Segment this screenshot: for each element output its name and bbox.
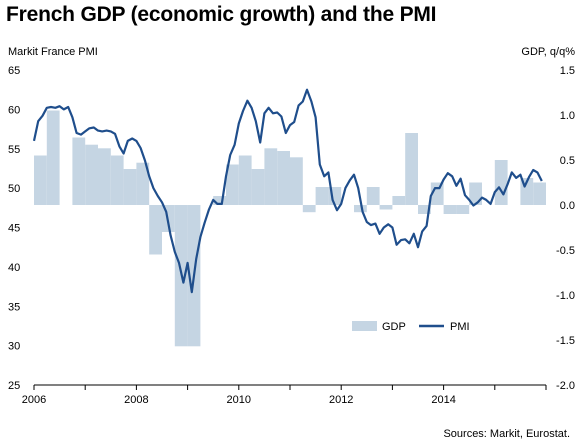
- right-tick-label: -1.0: [556, 290, 575, 302]
- left-tick-label: 25: [8, 380, 20, 392]
- left-tick-label: 60: [8, 104, 20, 116]
- gdp-bar: [469, 182, 482, 205]
- right-tick-label: -0.5: [556, 245, 575, 257]
- gdp-bar: [392, 196, 406, 205]
- right-tick-label: 1.0: [560, 110, 575, 122]
- right-tick-label: 0.5: [560, 155, 575, 167]
- gdp-bar: [379, 205, 393, 210]
- gdp-bar: [405, 133, 418, 205]
- gdp-bar: [238, 155, 252, 205]
- x-tick-label: 2008: [124, 394, 148, 406]
- pmi-line: [32, 88, 543, 294]
- gdp-bar: [366, 187, 380, 205]
- gdp-bar: [277, 151, 290, 205]
- x-axis-ticks: 2006 2008 2010 2012 2014: [22, 385, 547, 406]
- left-tick-label: 40: [8, 262, 20, 274]
- gdp-bar: [418, 205, 431, 214]
- gdp-bar: [98, 148, 111, 205]
- gdp-bar: [354, 205, 367, 213]
- left-tick-label: 35: [8, 301, 20, 313]
- gdp-bar: [533, 182, 546, 205]
- x-tick-label: 2010: [227, 394, 251, 406]
- right-tick-label: -2.0: [556, 380, 575, 392]
- gdp-bar: [136, 162, 150, 205]
- right-axis-title: GDP, q/q%: [521, 46, 575, 58]
- gdp-bar: [85, 144, 98, 205]
- left-tick-label: 65: [8, 65, 20, 77]
- left-axis-title: Markit France PMI: [8, 46, 98, 58]
- x-tick-label: 2006: [22, 394, 46, 406]
- gdp-bar: [72, 137, 86, 205]
- gdp-bar: [213, 196, 226, 205]
- x-tick-label: 2012: [329, 394, 353, 406]
- left-tick-label: 45: [8, 223, 20, 235]
- gdp-bar: [149, 205, 162, 255]
- left-axis-ticks: 25 30 35 40 45 50 55 60 65: [8, 65, 20, 392]
- pmi-line-group: [32, 88, 543, 294]
- right-tick-label: 0.0: [560, 200, 575, 212]
- gdp-bar: [494, 160, 508, 205]
- gdp-bars: [34, 110, 546, 347]
- legend-gdp-label: GDP: [382, 321, 406, 333]
- gdp-bar: [46, 110, 60, 205]
- legend: GDP PMI: [352, 321, 470, 333]
- x-tick-label: 2014: [431, 394, 455, 406]
- gdp-bar: [110, 155, 124, 205]
- right-tick-label: 1.5: [560, 65, 575, 77]
- gdp-bar: [456, 205, 470, 214]
- gdp-bar: [302, 205, 316, 213]
- legend-pmi-label: PMI: [450, 321, 470, 333]
- source-note: Sources: Markit, Eurostat.: [443, 428, 570, 440]
- left-tick-label: 30: [8, 341, 20, 353]
- gdp-bar: [264, 148, 278, 205]
- gdp-bar: [443, 205, 457, 214]
- gdp-bar: [315, 187, 329, 205]
- gdp-bar: [34, 155, 47, 205]
- right-axis-ticks: -2.0 -1.5 -1.0 -0.5 0.0 0.5 1.0 1.5: [556, 65, 575, 392]
- gdp-bar: [123, 169, 137, 205]
- gdp-bar: [290, 157, 303, 205]
- left-tick-label: 50: [8, 183, 20, 195]
- gdp-bar: [251, 169, 265, 205]
- chart-title: French GDP (economic growth) and the PMI: [6, 3, 437, 26]
- left-tick-label: 55: [8, 144, 20, 156]
- gdp-bar: [226, 164, 239, 205]
- legend-gdp-swatch: [352, 321, 377, 331]
- right-tick-label: -1.5: [556, 335, 575, 347]
